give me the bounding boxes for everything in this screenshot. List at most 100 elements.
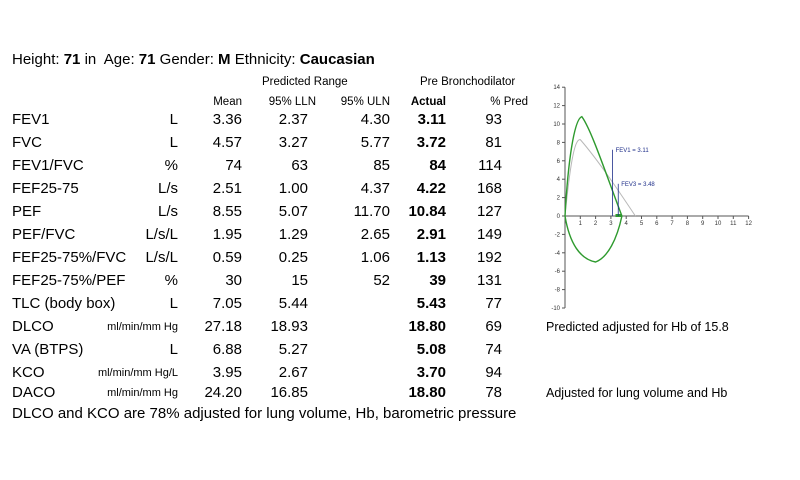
y-tick-label: 14 [553, 85, 560, 91]
y-tick-label: 12 [553, 104, 560, 110]
mean-header: Mean [213, 96, 242, 108]
row-pred: 93 [485, 111, 502, 128]
row-name: FEF25-75%/PEF [12, 272, 126, 289]
row-actual: 3.72 [416, 134, 446, 151]
row-uln: 1.06 [360, 249, 390, 266]
row-lln: 18.93 [270, 318, 308, 335]
row-unit: ml/min/mm Hg [107, 387, 178, 399]
pred-header: % Pred [490, 96, 528, 108]
table-row: TLC (body box) L 7.05 5.44 5.43 77 [0, 295, 540, 317]
row-name: PEF [12, 203, 42, 220]
row-uln: 4.30 [360, 111, 390, 128]
row-uln: 11.70 [353, 203, 390, 220]
row-name: FEF25-75%/FVC [12, 249, 127, 266]
x-tick-label: 7 [670, 221, 674, 227]
chart-annotations: FEV1 = 3.11 FEV3 = 3.48 [612, 148, 655, 217]
footer-note: DLCO and KCO are 78% adjusted for lung v… [12, 405, 517, 422]
row-pred: 78 [485, 384, 502, 401]
table-row: KCO ml/min/mm Hg/L 3.95 2.67 3.70 94 [0, 364, 540, 386]
uln-header: 95% ULN [340, 96, 390, 108]
gender-label: Gender: [159, 51, 214, 68]
row-unit: L [169, 111, 178, 128]
x-tick-label: 3 [609, 221, 613, 227]
table-row: PEF L/s 8.55 5.07 11.70 10.84 127 [0, 203, 540, 225]
table-row: FVC L 4.57 3.27 5.77 3.72 81 [0, 134, 540, 156]
lln-header: 95% LLN [268, 96, 316, 108]
row-actual: 5.08 [416, 341, 446, 358]
row-lln: 3.27 [278, 134, 308, 151]
row-mean: 24.20 [204, 384, 242, 401]
row-name: DACO [12, 384, 56, 401]
row-uln: 4.37 [360, 180, 390, 197]
row-lln: 15 [291, 272, 308, 289]
measured-curve [564, 115, 623, 263]
row-pred: 77 [485, 295, 502, 312]
row-pred: 168 [476, 180, 502, 197]
row-lln: 5.07 [278, 203, 308, 220]
row-mean: 8.55 [212, 203, 242, 220]
row-actual: 4.22 [416, 180, 446, 197]
row-unit: ml/min/mm Hg [107, 321, 178, 333]
row-name: TLC (body box) [12, 295, 116, 312]
table-row: PEF/FVC L/s/L 1.95 1.29 2.65 2.91 149 [0, 226, 540, 248]
row-lln: 2.67 [278, 364, 308, 381]
y-tick-label: -6 [555, 269, 561, 275]
predicted-range-header: Predicted Range [262, 76, 348, 88]
height-unit: in [84, 51, 97, 68]
annotation-label: FEV1 = 3.11 [616, 148, 650, 154]
row-actual: 3.70 [416, 364, 446, 381]
table-row: FEV1 L 3.36 2.37 4.30 3.11 93 [0, 111, 540, 133]
row-pred: 94 [485, 364, 502, 381]
row-mean: 7.05 [212, 295, 242, 312]
y-tick-label: 10 [553, 122, 560, 128]
row-pred: 149 [476, 226, 502, 243]
chart-axes [564, 87, 749, 308]
y-tick-label: -2 [555, 232, 561, 238]
row-lln: 1.00 [278, 180, 308, 197]
row-pred: 69 [485, 318, 502, 335]
row-pred: 131 [476, 272, 502, 289]
table-row: VA (BTPS) L 6.88 5.27 5.08 74 [0, 341, 540, 363]
row-mean: 1.95 [212, 226, 242, 243]
row-actual: 18.80 [408, 318, 446, 335]
row-mean: 74 [225, 157, 242, 174]
row-mean: 6.88 [212, 341, 242, 358]
x-tick-label: 12 [745, 221, 752, 227]
row-unit: L/s/L [145, 249, 178, 266]
actual-header: Actual [410, 96, 446, 108]
row-actual: 10.84 [408, 203, 446, 220]
x-tick-label: 5 [640, 221, 644, 227]
row-name: FVC [12, 134, 42, 151]
row-lln: 5.44 [278, 295, 308, 312]
x-tick-label: 6 [655, 221, 659, 227]
dlco-note: Predicted adjusted for Hb of 15.8 [546, 320, 729, 334]
row-lln: 16.85 [270, 384, 308, 401]
y-tick-label: -4 [555, 251, 561, 257]
row-unit: L/s [157, 180, 178, 197]
row-mean: 27.18 [204, 318, 242, 335]
row-unit: L [169, 295, 178, 312]
row-pred: 114 [478, 157, 502, 174]
row-lln: 2.37 [278, 111, 308, 128]
row-pred: 127 [476, 203, 502, 220]
row-mean: 3.95 [212, 364, 242, 381]
row-name: FEF25-75 [12, 180, 79, 197]
row-unit: L/s/L [145, 226, 178, 243]
row-lln: 5.27 [278, 341, 308, 358]
row-uln: 5.77 [360, 134, 390, 151]
age-label: Age: [103, 51, 135, 68]
ethnicity-label: Ethnicity: [234, 51, 296, 68]
row-actual: 84 [429, 157, 446, 174]
pre-bronchodilator-header: Pre Bronchodilator [420, 76, 516, 88]
row-actual: 3.11 [417, 111, 446, 128]
row-uln: 85 [373, 157, 390, 174]
annotation-label: FEV3 = 3.48 [621, 182, 655, 188]
row-actual: 18.80 [408, 384, 446, 401]
row-unit: L [169, 341, 178, 358]
y-tick-label: 6 [557, 159, 561, 165]
predicted-curve [564, 139, 636, 217]
row-lln: 63 [291, 157, 308, 174]
fev-marker-bar [615, 214, 622, 217]
